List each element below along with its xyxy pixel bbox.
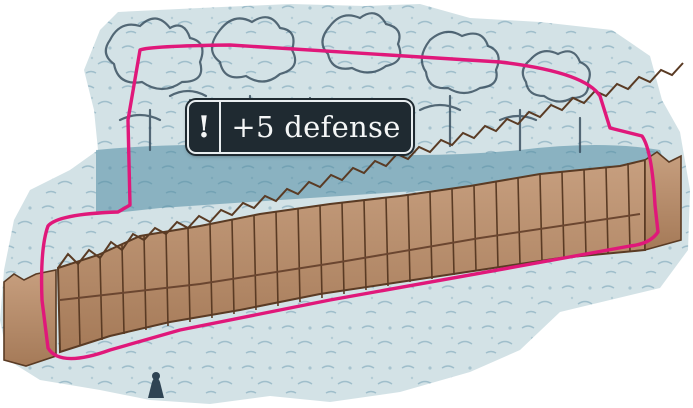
defense-tooltip: ! +5 defense: [187, 100, 413, 154]
exclamation-icon: !: [189, 102, 221, 152]
defense-bonus-label: +5 defense: [231, 110, 401, 144]
unit-figure: [148, 372, 164, 398]
snow-shadow: [96, 145, 670, 215]
selection-outline: [39, 43, 660, 361]
